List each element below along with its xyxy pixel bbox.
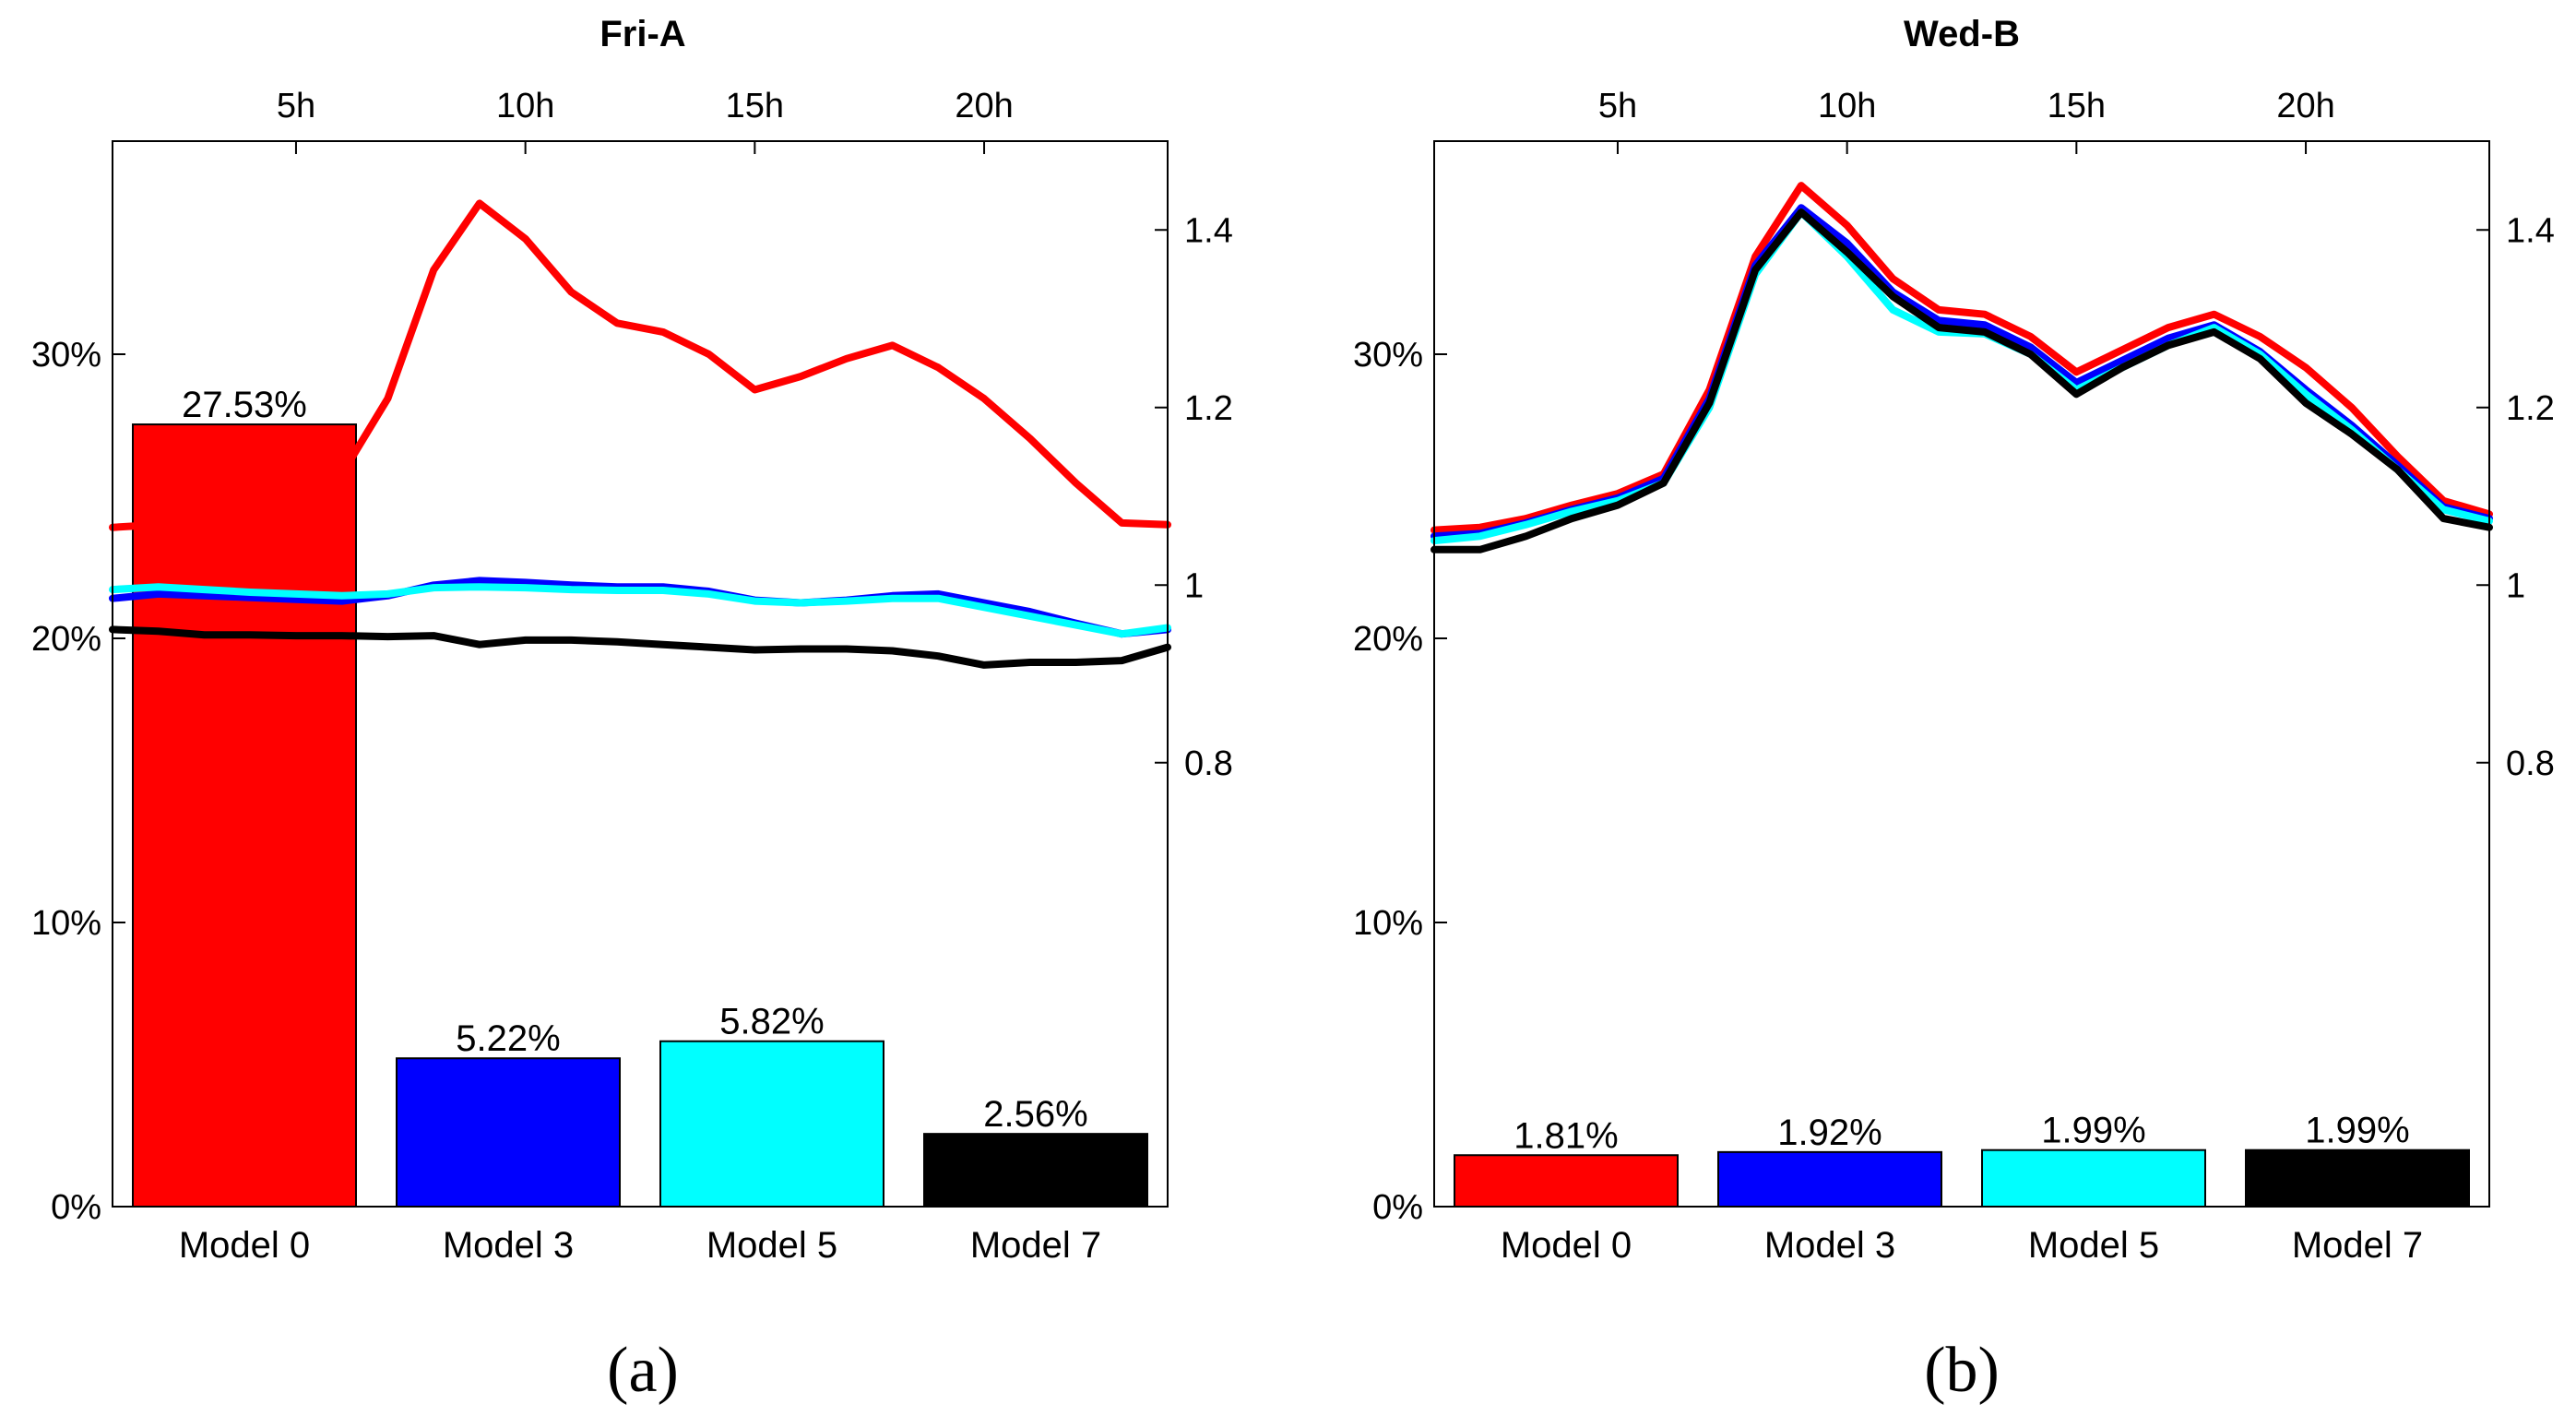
panel-fri-a: 27.53% Model 0 5.22% Model 3 5.82% Model 5 2.5… bbox=[31, 14, 1233, 1406]
right-tick-label-wed-b-0: 0.8 bbox=[2506, 744, 2555, 783]
right-tick-label-wed-b-1: 1 bbox=[2506, 566, 2525, 605]
right-tick-label-fri-a-1: 1 bbox=[1184, 566, 1204, 605]
bar-value-label-wed-b-model-3: 1.92% bbox=[1777, 1113, 1882, 1153]
category-label-wed-b-model-7: Model 7 bbox=[2292, 1225, 2423, 1266]
bar-fri-a-model-5 bbox=[659, 1040, 884, 1208]
right-tick-label-wed-b-2: 1.2 bbox=[2506, 389, 2555, 428]
bar-value-label-wed-b-model-7: 1.99% bbox=[2305, 1111, 2409, 1151]
category-label-fri-a-model-7: Model 7 bbox=[970, 1225, 1101, 1266]
axes-box-wed-b bbox=[1433, 140, 2490, 1208]
line-fri-a-model-0 bbox=[109, 199, 1171, 531]
line-wed-b-model-0 bbox=[1430, 182, 2493, 534]
top-tick-label-fri-a-20: 20h bbox=[955, 87, 1013, 125]
chart-title-wed-b: Wed-B bbox=[1904, 14, 2020, 54]
bar-wed-b-model-3 bbox=[1717, 1150, 1942, 1208]
line-fri-a-model-5 bbox=[109, 583, 1171, 638]
top-tick-label-wed-b-5: 5h bbox=[1598, 87, 1637, 125]
bar-fri-a-model-7 bbox=[923, 1133, 1148, 1208]
right-tick-label-fri-a-2: 1.2 bbox=[1184, 389, 1233, 428]
caption-a: (a) bbox=[607, 1335, 679, 1406]
line-wed-b-model-7 bbox=[1430, 208, 2493, 553]
top-tick-label-fri-a-10: 10h bbox=[496, 87, 554, 125]
bar-wed-b-model-7 bbox=[2245, 1148, 2470, 1208]
left-tick-label-fri-a-10: 10% bbox=[31, 904, 101, 943]
left-tick-label-fri-a-20: 20% bbox=[31, 620, 101, 659]
top-tick-label-wed-b-10: 10h bbox=[1818, 87, 1876, 125]
panel-wed-b: 1.81% Model 0 1.92% Model 3 1.99% Model 5 1.99… bbox=[1353, 14, 2555, 1406]
left-tick-label-wed-b-20: 20% bbox=[1353, 620, 1423, 659]
bar-fri-a-model-0 bbox=[132, 423, 357, 1208]
right-tick-label-fri-a-0: 0.8 bbox=[1184, 744, 1233, 783]
panel-fri-a-plot-layer: 27.53% Model 0 5.22% Model 3 5.82% Model 5 2.5… bbox=[31, 87, 1233, 1266]
bar-value-label-fri-a-model-5: 5.82% bbox=[719, 1002, 824, 1042]
bar-wed-b-model-5 bbox=[1981, 1148, 2206, 1208]
bar-value-label-wed-b-model-0: 1.81% bbox=[1514, 1115, 1618, 1156]
category-label-wed-b-model-3: Model 3 bbox=[1764, 1225, 1895, 1266]
axes-box-fri-a bbox=[112, 140, 1169, 1208]
left-tick-label-fri-a-30: 30% bbox=[31, 336, 101, 375]
category-label-fri-a-model-0: Model 0 bbox=[179, 1225, 310, 1266]
bar-value-label-fri-a-model-3: 5.22% bbox=[456, 1018, 560, 1059]
left-tick-label-wed-b-10: 10% bbox=[1353, 904, 1423, 943]
caption-b: (b) bbox=[1924, 1335, 2000, 1406]
right-tick-label-fri-a-3: 1.4 bbox=[1184, 211, 1233, 250]
category-label-fri-a-model-5: Model 5 bbox=[706, 1225, 837, 1266]
top-tick-label-fri-a-15: 15h bbox=[726, 87, 784, 125]
left-tick-label-fri-a-0: 0% bbox=[51, 1188, 101, 1227]
top-tick-label-wed-b-15: 15h bbox=[2048, 87, 2106, 125]
line-fri-a-model-7 bbox=[109, 625, 1171, 669]
left-tick-label-wed-b-30: 30% bbox=[1353, 336, 1423, 375]
top-tick-label-wed-b-20: 20h bbox=[2276, 87, 2334, 125]
bar-value-label-fri-a-model-0: 27.53% bbox=[182, 385, 307, 425]
bar-fri-a-model-3 bbox=[396, 1057, 621, 1208]
category-label-fri-a-model-3: Model 3 bbox=[443, 1225, 574, 1266]
category-label-wed-b-model-5: Model 5 bbox=[2028, 1225, 2159, 1266]
bar-value-label-fri-a-model-7: 2.56% bbox=[983, 1094, 1087, 1135]
category-label-wed-b-model-0: Model 0 bbox=[1501, 1225, 1632, 1266]
left-tick-label-wed-b-0: 0% bbox=[1372, 1188, 1423, 1227]
bar-wed-b-model-0 bbox=[1454, 1154, 1679, 1208]
chart-title-fri-a: Fri-A bbox=[599, 14, 685, 54]
top-tick-label-fri-a-5: 5h bbox=[277, 87, 315, 125]
panel-wed-b-plot-layer: 1.81% Model 0 1.92% Model 3 1.99% Model 5 1.99… bbox=[1353, 87, 2555, 1266]
right-tick-label-wed-b-3: 1.4 bbox=[2506, 211, 2555, 250]
bar-value-label-wed-b-model-5: 1.99% bbox=[2041, 1111, 2145, 1151]
